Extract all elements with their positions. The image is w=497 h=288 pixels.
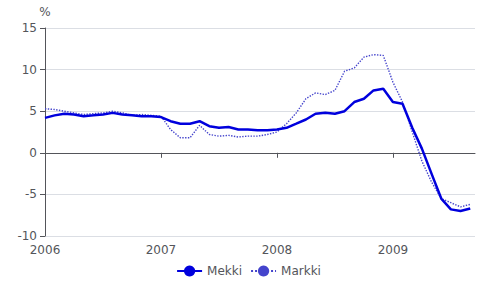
svg-text:Mekki: Mekki (207, 264, 242, 278)
svg-text:2009: 2009 (378, 243, 409, 257)
svg-text:10: 10 (22, 63, 37, 77)
svg-text:5: 5 (29, 104, 37, 118)
svg-text:-5: -5 (25, 187, 37, 201)
svg-text:Markki: Markki (281, 264, 321, 278)
svg-text:2006: 2006 (30, 243, 61, 257)
svg-text:15: 15 (22, 21, 37, 35)
svg-text:0: 0 (29, 146, 37, 160)
svg-text:%: % (39, 5, 50, 19)
svg-text:-10: -10 (17, 229, 37, 243)
svg-text:2007: 2007 (146, 243, 177, 257)
svg-text:2008: 2008 (262, 243, 293, 257)
